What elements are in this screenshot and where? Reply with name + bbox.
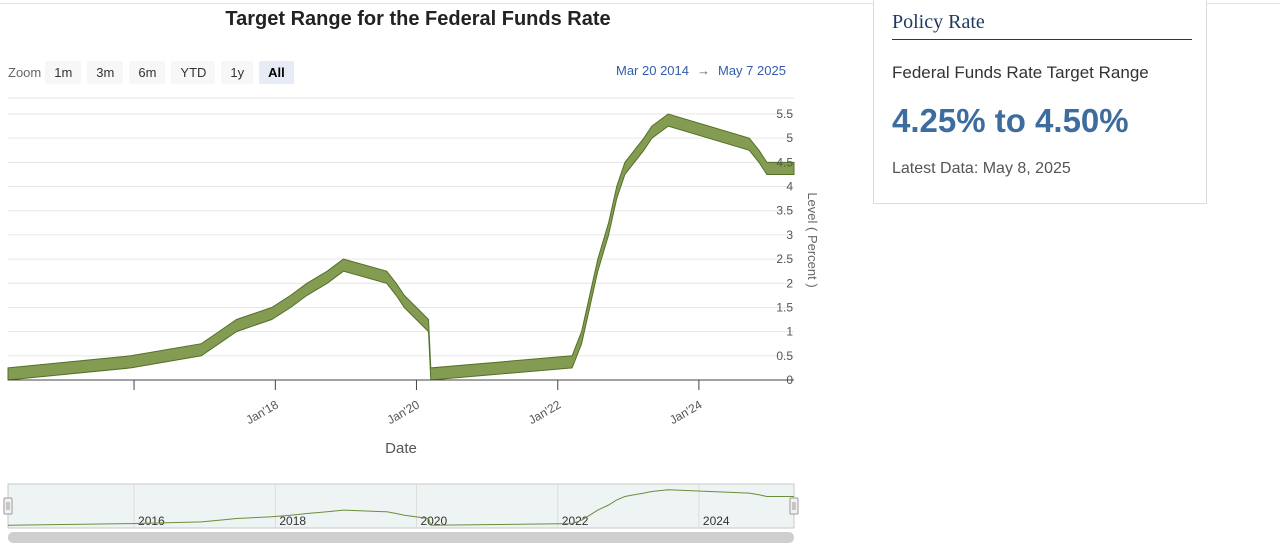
navigator[interactable]: 2016 2018 2020 2022 2024 bbox=[3, 483, 799, 543]
zoom-bar: Zoom 1m 3m 6m YTD 1y All bbox=[8, 60, 300, 84]
series-layer bbox=[7, 113, 795, 381]
zoom-6m-button[interactable]: 6m bbox=[129, 60, 166, 84]
policy-value: 4.25% to 4.50% bbox=[892, 102, 1129, 139]
navigator-right-handle bbox=[789, 497, 799, 515]
y-tick-label: 5.5 bbox=[776, 107, 793, 121]
x-tick-label: Jan'18 bbox=[244, 397, 282, 427]
policy-rate-card: Policy Rate Federal Funds Rate Target Ra… bbox=[873, 0, 1207, 204]
navigator-label: 2016 bbox=[138, 514, 165, 528]
y-tick-label: 4.5 bbox=[776, 155, 793, 169]
date-range: Mar 20 2014 → May 7 2025 bbox=[616, 63, 786, 78]
y-tick-label: 1 bbox=[786, 325, 793, 339]
zoom-3m-button[interactable]: 3m bbox=[87, 60, 124, 84]
y-tick-label: 4 bbox=[786, 180, 793, 194]
grid-lines bbox=[8, 97, 794, 357]
navigator-label: 2020 bbox=[420, 514, 447, 528]
y-tick-label: 5 bbox=[786, 131, 793, 145]
y-axis-title: Level ( Percent ) bbox=[805, 192, 820, 287]
navigator-label: 2018 bbox=[279, 514, 306, 528]
navigator-series-line bbox=[7, 489, 794, 526]
navigator-scrollbar bbox=[8, 532, 794, 543]
zoom-all-button[interactable]: All bbox=[259, 60, 294, 84]
x-tick-label: Jan'20 bbox=[385, 397, 423, 427]
zoom-label: Zoom bbox=[8, 64, 42, 80]
navigator-left-handle bbox=[3, 497, 13, 515]
y-tick-label: 3.5 bbox=[776, 204, 793, 218]
y-tick-label: 2 bbox=[786, 276, 793, 290]
navigator-label: 2022 bbox=[562, 514, 589, 528]
x-axis-title: Date bbox=[385, 440, 417, 457]
y-tick-label: 2.5 bbox=[776, 252, 793, 266]
y-tick-label: 0.5 bbox=[776, 349, 793, 363]
zoom-ytd-button[interactable]: YTD bbox=[171, 60, 216, 84]
zoom-1y-button[interactable]: 1y bbox=[221, 60, 254, 84]
policy-subtitle: Federal Funds Rate Target Range bbox=[892, 63, 1149, 82]
x-tick-label: Jan'24 bbox=[667, 397, 705, 427]
zoom-1m-button[interactable]: 1m bbox=[45, 60, 82, 84]
y-tick-label: 3 bbox=[786, 228, 793, 242]
date-range-from[interactable]: Mar 20 2014 bbox=[616, 63, 689, 78]
date-range-arrow: → bbox=[697, 63, 710, 78]
chart-title: Target Range for the Federal Funds Rate bbox=[225, 8, 611, 30]
x-tick-label: Jan'22 bbox=[526, 397, 564, 427]
date-range-to[interactable]: May 7 2025 bbox=[718, 63, 786, 78]
navigator-label: 2024 bbox=[703, 514, 730, 528]
rate-range-band bbox=[7, 113, 795, 381]
y-tick-label: 1.5 bbox=[776, 300, 793, 314]
top-divider bbox=[0, 3, 1280, 4]
policy-heading: Policy Rate bbox=[892, 11, 1192, 40]
policy-latest-date: Latest Data: May 8, 2025 bbox=[892, 160, 1071, 177]
